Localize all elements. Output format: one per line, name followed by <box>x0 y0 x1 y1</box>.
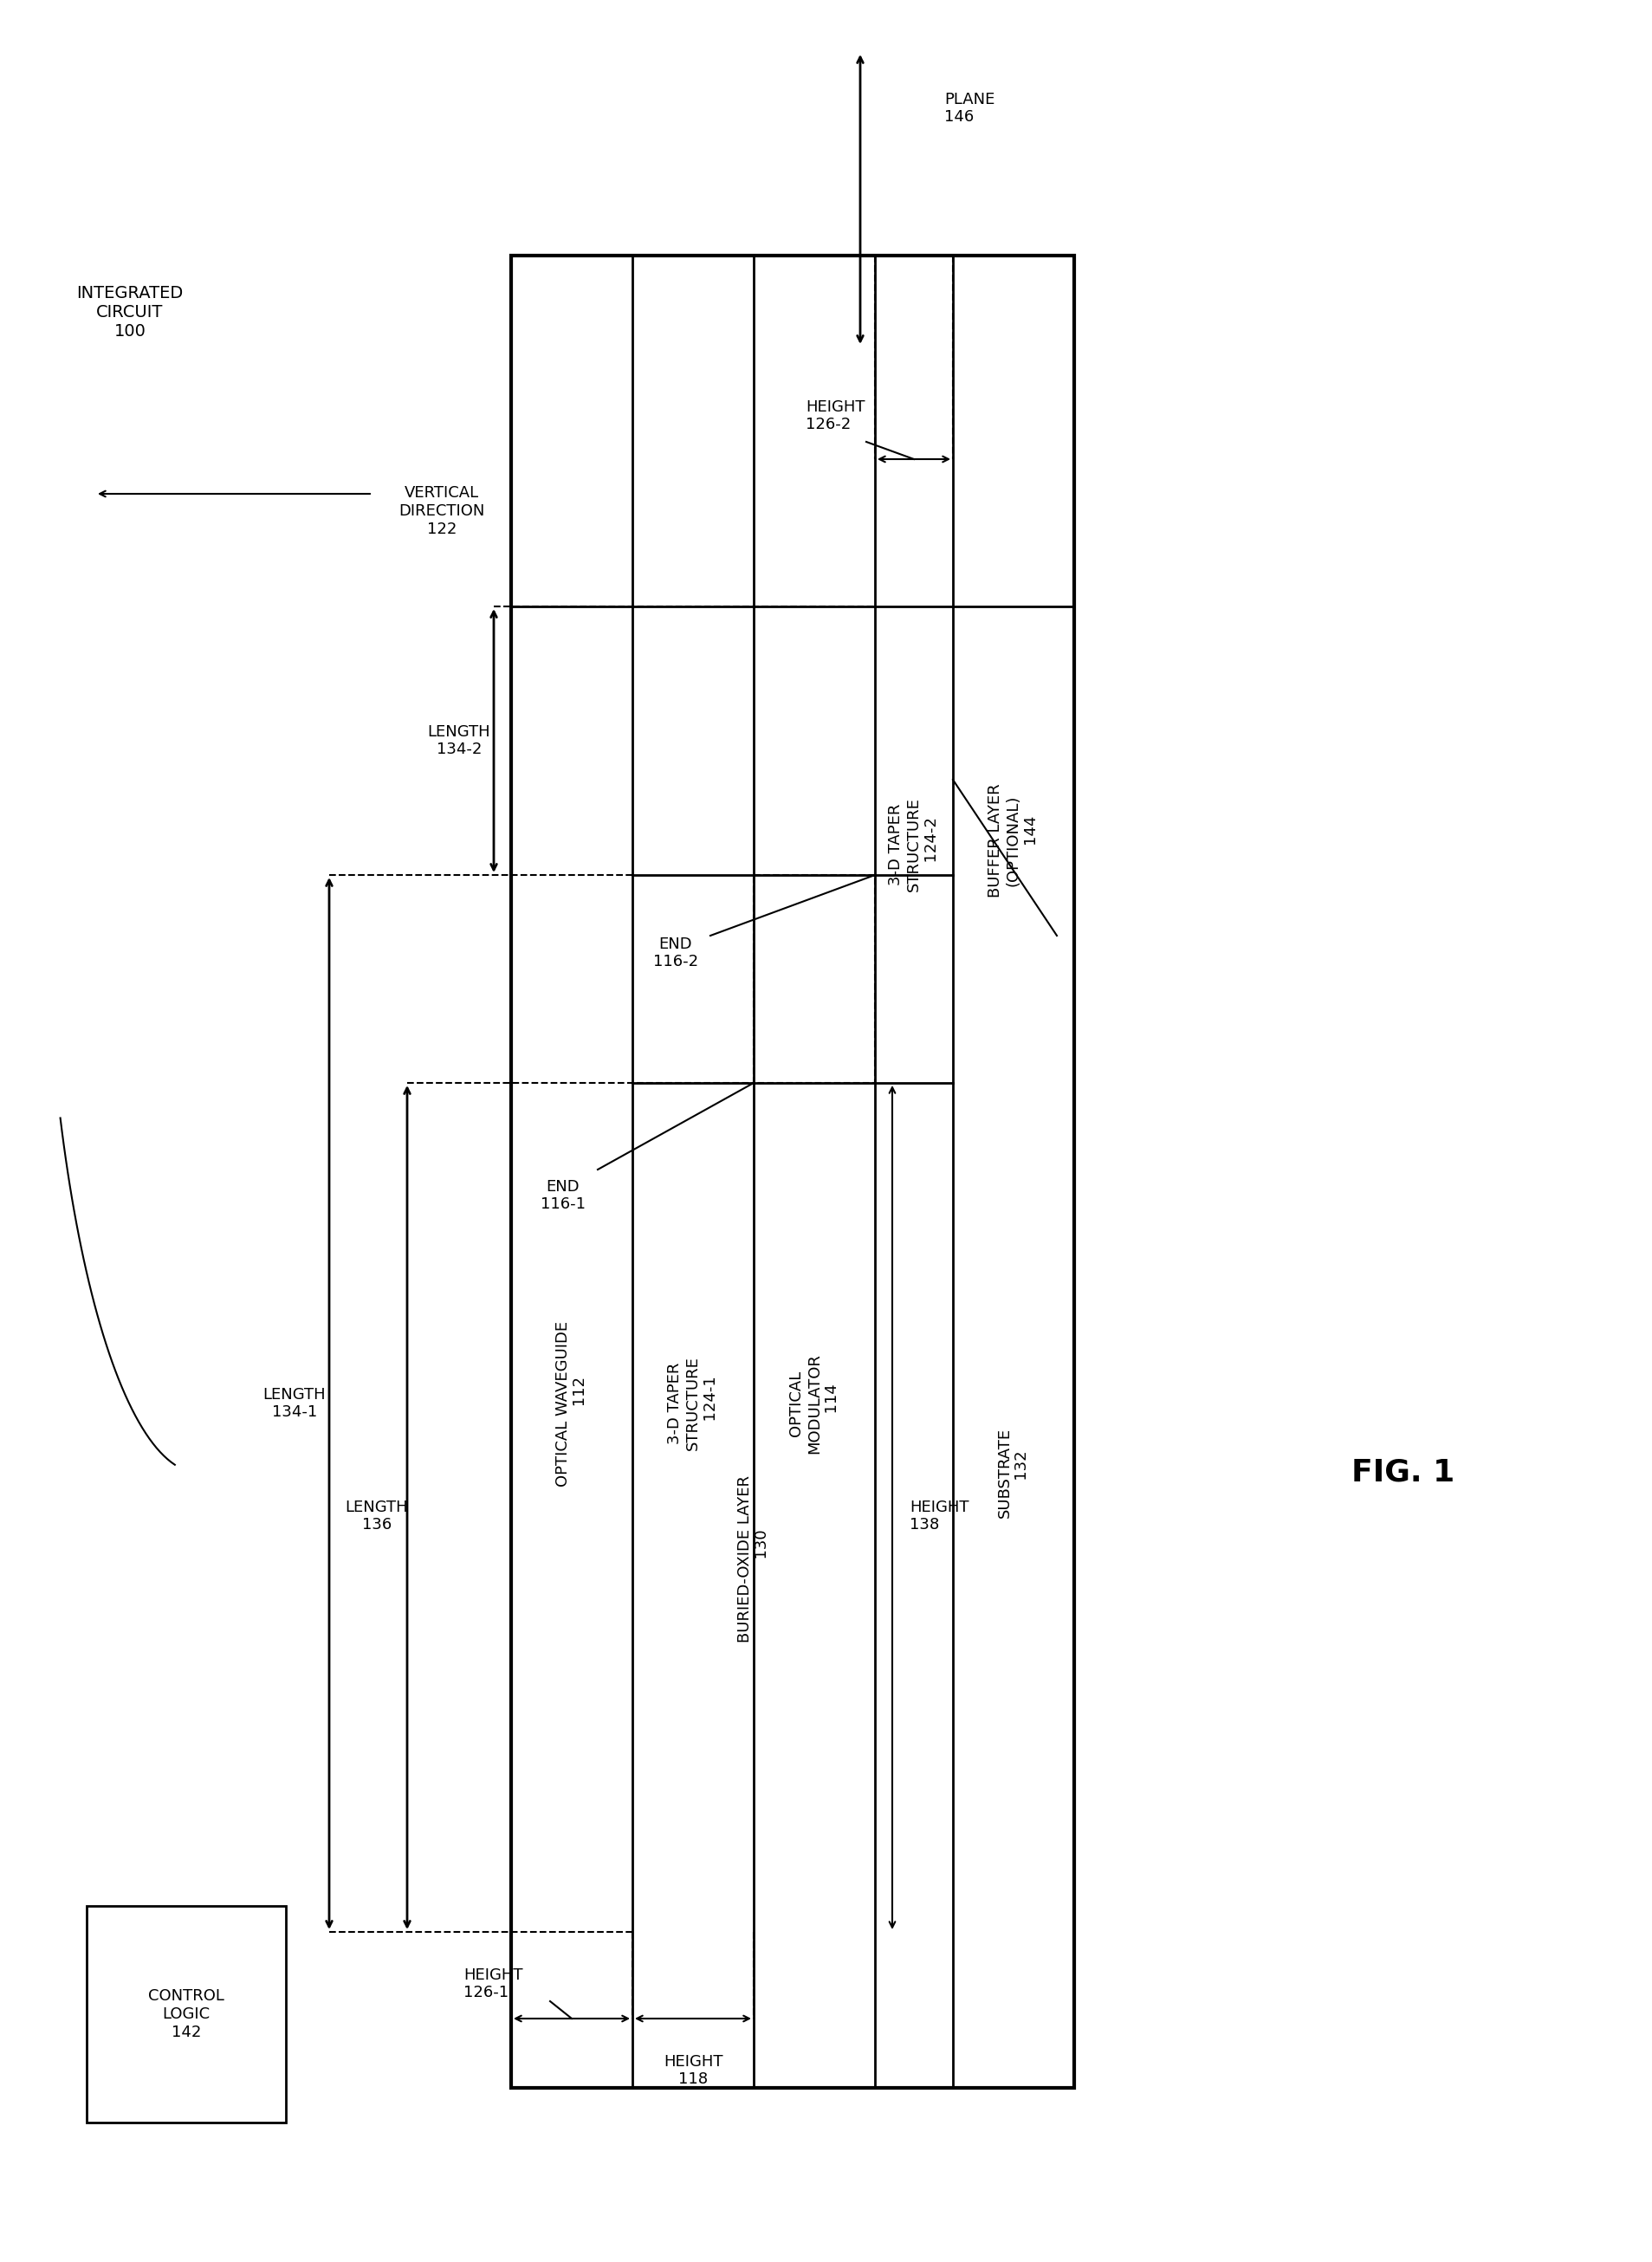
Text: BUFFER LAYER
(OPTIONAL)
    144: BUFFER LAYER (OPTIONAL) 144 <box>988 783 1039 898</box>
Text: INTEGRATED
CIRCUIT
100: INTEGRATED CIRCUIT 100 <box>76 285 183 339</box>
Text: PLANE
146: PLANE 146 <box>945 90 995 124</box>
Text: OPTICAL WAVEGUIDE
     112: OPTICAL WAVEGUIDE 112 <box>555 1321 588 1486</box>
Text: HEIGHT
126-1: HEIGHT 126-1 <box>464 1968 522 2000</box>
Text: HEIGHT
138: HEIGHT 138 <box>910 1500 970 1534</box>
Text: HEIGHT
118: HEIGHT 118 <box>664 2054 722 2088</box>
Text: FIG. 1: FIG. 1 <box>1351 1459 1455 1488</box>
Text: END
116-1: END 116-1 <box>540 1179 585 1212</box>
Text: END
116-2: END 116-2 <box>653 936 699 970</box>
Text: HEIGHT
126-2: HEIGHT 126-2 <box>806 398 866 432</box>
Text: CONTROL
LOGIC
142: CONTROL LOGIC 142 <box>149 1988 225 2040</box>
Text: BURIED-OXIDE LAYER
      130: BURIED-OXIDE LAYER 130 <box>737 1475 770 1642</box>
Text: 3-D TAPER
STRUCTURE
  124-2: 3-D TAPER STRUCTURE 124-2 <box>889 798 940 891</box>
Text: VERTICAL
DIRECTION
122: VERTICAL DIRECTION 122 <box>398 486 484 536</box>
Bar <box>510 256 1074 2088</box>
Text: OPTICAL
MODULATOR
  114: OPTICAL MODULATOR 114 <box>788 1353 841 1454</box>
Text: LENGTH
134-2: LENGTH 134-2 <box>428 724 491 758</box>
Text: SUBSTRATE
   132: SUBSTRATE 132 <box>996 1427 1031 1518</box>
Bar <box>753 875 876 1083</box>
Text: 3-D TAPER
STRUCTURE
  124-1: 3-D TAPER STRUCTURE 124-1 <box>667 1357 719 1450</box>
Text: LENGTH
134-1: LENGTH 134-1 <box>263 1387 325 1421</box>
Bar <box>86 1907 286 2122</box>
Text: LENGTH
136: LENGTH 136 <box>345 1500 408 1534</box>
